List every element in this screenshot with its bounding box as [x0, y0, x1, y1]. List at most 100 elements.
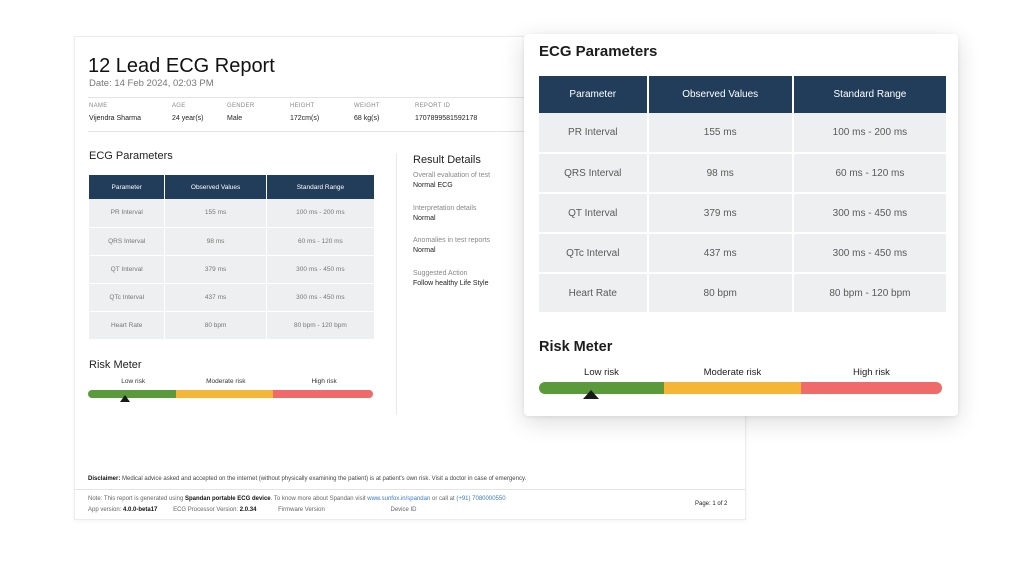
table-cell: 100 ms - 200 ms [266, 199, 376, 228]
column-header: Parameter [539, 76, 649, 113]
field-label: AGE [172, 103, 186, 109]
table-cell: 60 ms - 120 ms [266, 227, 376, 256]
risk-pointer-icon [583, 390, 600, 399]
table-cell: PR Interval [539, 113, 649, 154]
processor-version-value: 2.0.34 [239, 507, 257, 513]
table-cell: 300 ms - 450 ms [266, 283, 376, 312]
table-row: QRS Interval 98 ms 60 ms - 120 ms [89, 227, 376, 256]
field-label: NAME [89, 103, 108, 109]
result-item: Anomalies in test reports Normal [413, 237, 490, 254]
table-cell: 98 ms [164, 227, 267, 256]
table-cell: Heart Rate [539, 273, 649, 314]
field-label: WEIGHT [354, 103, 380, 109]
table-cell: 155 ms [164, 199, 267, 228]
risk-label-moderate: Moderate risk [206, 378, 246, 385]
table-cell: 437 ms [164, 283, 267, 312]
table-cell: QTc Interval [539, 233, 649, 274]
result-item: Suggested Action Follow healthy Life Sty… [413, 270, 488, 287]
table-cell: QRS Interval [89, 227, 166, 256]
processor-version-label: ECG Processor Version: [173, 507, 240, 513]
table-cell: 80 bpm [164, 311, 267, 340]
table-cell: 300 ms - 450 ms [792, 233, 946, 274]
device-name: Spandan portable ECG device [184, 496, 271, 502]
ecg-parameters-title: ECG Parameters [89, 150, 173, 162]
table-row: QTc Interval 437 ms 300 ms - 450 ms [89, 283, 376, 312]
result-value: Normal [413, 247, 436, 254]
table-cell: 379 ms [164, 255, 267, 284]
result-label: Overall evaluation of test [413, 172, 491, 179]
table-cell: 98 ms [647, 153, 794, 194]
risk-segment-moderate [663, 382, 801, 394]
field-label: REPORT ID [415, 103, 451, 109]
result-label: Suggested Action [413, 270, 468, 277]
patient-age-field: AGE 24 year(s) [172, 103, 204, 122]
result-value: Follow healthy Life Style [413, 280, 489, 287]
table-header-row: Parameter Observed Values Standard Range [539, 76, 946, 113]
device-id-label: Device ID [390, 507, 417, 513]
app-version-value: 4.0.0-beta17 [123, 507, 158, 513]
risk-segment-moderate [176, 390, 274, 398]
risk-meter-labels: Low risk Moderate risk High risk [89, 378, 373, 388]
table-cell: PR Interval [89, 199, 166, 228]
table-cell: 155 ms [647, 113, 794, 154]
column-header: Standard Range [792, 76, 946, 113]
page-number: Page: 1 of 2 [695, 501, 728, 507]
version-info: App version: 4.0.0-beta17 ECG Processor … [88, 507, 417, 513]
field-label: GENDER [227, 103, 255, 109]
table-cell: 379 ms [647, 193, 794, 234]
firmware-version-label: Firmware Version [278, 507, 325, 513]
disclaimer: Disclaimer: Medical advice asked and acc… [88, 476, 526, 482]
result-item: Overall evaluation of test Normal ECG [413, 172, 490, 189]
card-ecg-table: Parameter Observed Values Standard Range… [539, 76, 946, 314]
ecg-parameters-table: Parameter Observed Values Standard Range… [89, 175, 376, 340]
risk-segment-high [800, 382, 942, 394]
table-row: Heart Rate 80 bpm 80 bpm - 120 bpm [89, 311, 376, 340]
card-risk-meter-bar [539, 382, 942, 394]
risk-pointer-icon [120, 395, 131, 402]
risk-segment-low [539, 382, 664, 394]
divider [88, 131, 745, 132]
table-cell: 100 ms - 200 ms [792, 113, 946, 154]
note-text: . To know more about Spandan visit [270, 496, 368, 502]
column-divider [396, 153, 397, 415]
table-row: Heart Rate 80 bpm 80 bpm - 120 bpm [539, 273, 946, 314]
field-value: 1707899581592178 [415, 115, 478, 122]
table-row: QT Interval 379 ms 300 ms - 450 ms [539, 193, 946, 234]
risk-segment-high [273, 390, 373, 398]
patient-gender-field: GENDER Male [227, 103, 254, 122]
risk-label-low: Low risk [584, 367, 619, 378]
phone-link[interactable]: (+91) 7080000550 [456, 496, 506, 502]
spandan-link[interactable]: www.sunfox.in/spandan [367, 496, 431, 502]
result-label: Anomalies in test reports [413, 237, 491, 244]
table-cell: 80 bpm - 120 bpm [266, 311, 376, 340]
field-label: HEIGHT [290, 103, 315, 109]
result-label: Interpretation details [413, 205, 477, 212]
table-cell: Heart Rate [89, 311, 166, 340]
table-cell: 300 ms - 450 ms [792, 193, 946, 234]
table-row: PR Interval 155 ms 100 ms - 200 ms [539, 113, 946, 154]
patient-weight-field: WEIGHT 68 kg(s) [354, 103, 380, 122]
risk-label-low: Low risk [121, 378, 146, 385]
table-row: QT Interval 379 ms 300 ms - 450 ms [89, 255, 376, 284]
divider [88, 97, 745, 98]
risk-meter-bar [88, 390, 373, 398]
disclaimer-text: Medical advice asked and accepted on the… [120, 476, 527, 482]
divider [75, 489, 745, 490]
card-risk-meter-title: Risk Meter [539, 339, 613, 355]
risk-label-high: High risk [311, 378, 337, 385]
table-cell: 60 ms - 120 ms [792, 153, 946, 194]
field-value: Vijendra Sharma [89, 115, 142, 122]
result-value: Normal ECG [413, 182, 453, 189]
card-title: ECG Parameters [539, 43, 658, 60]
table-cell: QTc Interval [89, 283, 166, 312]
column-header: Observed Values [647, 76, 794, 113]
report-date: Date: 14 Feb 2024, 02:03 PM [89, 78, 214, 89]
table-cell: 80 bpm [647, 273, 794, 314]
note-text: Note: This report is generated using [88, 496, 185, 502]
table-header-row: Parameter Observed Values Standard Range [89, 175, 376, 199]
field-value: Male [227, 115, 243, 122]
risk-segment-low [88, 390, 177, 398]
patient-height-field: HEIGHT 172cm(s) [290, 103, 319, 122]
patient-name-field: NAME Vijendra Sharma [89, 103, 141, 122]
card-risk-meter-labels: Low risk Moderate risk High risk [539, 367, 942, 379]
